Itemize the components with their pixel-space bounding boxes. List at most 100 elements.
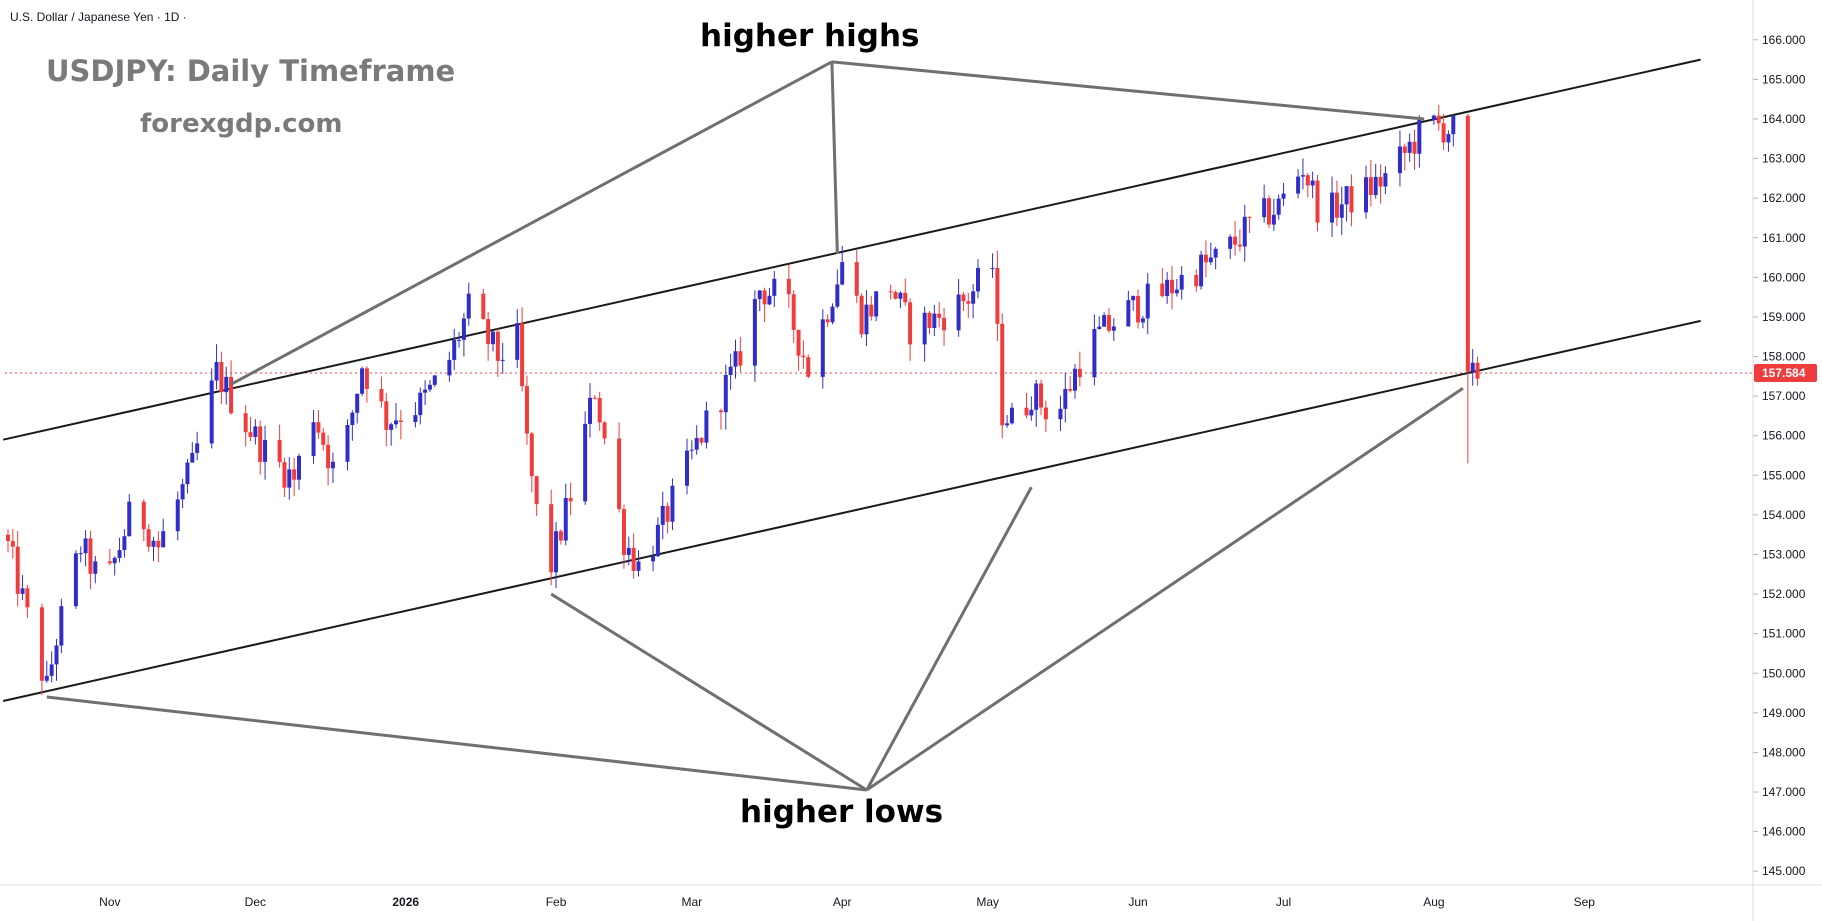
candle-body[interactable]	[801, 355, 806, 358]
candle-body[interactable]	[297, 455, 301, 480]
candle-body[interactable]	[209, 380, 214, 444]
candle-body[interactable]	[617, 438, 622, 510]
candle-body[interactable]	[345, 425, 350, 462]
candle-body[interactable]	[1242, 216, 1247, 247]
candle-body[interactable]	[830, 306, 835, 323]
candle-body[interactable]	[379, 389, 384, 402]
candle-body[interactable]	[1092, 329, 1097, 378]
candle-body[interactable]	[224, 376, 229, 393]
candle-body[interactable]	[1039, 383, 1044, 408]
candle-body[interactable]	[1073, 368, 1077, 391]
candle-body[interactable]	[1441, 123, 1446, 143]
candle-body[interactable]	[219, 361, 224, 393]
candle-body[interactable]	[699, 438, 704, 443]
candle-body[interactable]	[1063, 389, 1068, 409]
candle-body[interactable]	[20, 588, 25, 594]
candle-body[interactable]	[452, 339, 457, 360]
candle-body[interactable]	[1344, 186, 1349, 205]
candle-body[interactable]	[597, 397, 602, 423]
candle-body[interactable]	[1009, 407, 1014, 424]
candle-body[interactable]	[195, 443, 200, 453]
candle-body[interactable]	[258, 426, 263, 462]
candle-body[interactable]	[665, 505, 670, 522]
candle-body[interactable]	[592, 397, 597, 399]
candle-body[interactable]	[772, 278, 777, 296]
candle-body[interactable]	[355, 393, 360, 413]
candle-body[interactable]	[73, 553, 78, 607]
candle-body[interactable]	[151, 540, 156, 547]
candle-body[interactable]	[660, 505, 665, 525]
candle-body[interactable]	[1334, 192, 1339, 218]
symbol-title[interactable]: U.S. Dollar / Japanese Yen · 1D ·	[10, 10, 187, 24]
candle-body[interactable]	[932, 313, 937, 328]
candle-body[interactable]	[93, 561, 98, 574]
candle-body[interactable]	[263, 439, 268, 462]
candle-body[interactable]	[670, 485, 675, 522]
candle-body[interactable]	[1330, 192, 1335, 223]
candle-body[interactable]	[54, 645, 59, 665]
candle-body[interactable]	[1475, 362, 1480, 379]
candle-body[interactable]	[1179, 274, 1184, 290]
candle-body[interactable]	[311, 422, 316, 456]
candle-body[interactable]	[1140, 318, 1145, 323]
candle-body[interactable]	[1364, 177, 1368, 213]
candle-body[interactable]	[394, 420, 398, 425]
candle-body[interactable]	[461, 318, 466, 340]
candle-body[interactable]	[1029, 409, 1034, 416]
candle-body[interactable]	[1174, 289, 1179, 294]
candle-body[interactable]	[689, 449, 694, 451]
candle-body[interactable]	[1126, 300, 1131, 327]
candle-body[interactable]	[59, 606, 64, 646]
candle-body[interactable]	[922, 312, 927, 345]
candle-body[interactable]	[1203, 254, 1208, 263]
candle-body[interactable]	[976, 267, 980, 292]
candle-body[interactable]	[869, 304, 874, 317]
candle-body[interactable]	[39, 607, 44, 681]
candle-body[interactable]	[44, 675, 49, 681]
candle-body[interactable]	[418, 392, 423, 416]
candle-body[interactable]	[520, 323, 525, 387]
candle-body[interactable]	[1145, 283, 1150, 319]
candle-body[interactable]	[937, 313, 942, 318]
candle-body[interactable]	[15, 546, 20, 594]
candle-body[interactable]	[175, 499, 180, 532]
candle-body[interactable]	[1136, 295, 1141, 323]
candle-body[interactable]	[243, 413, 248, 433]
candle-body[interactable]	[583, 423, 588, 502]
candle-body[interactable]	[621, 509, 626, 555]
candle-body[interactable]	[413, 415, 418, 423]
candle-body[interactable]	[825, 319, 830, 323]
candle-body[interactable]	[990, 267, 995, 269]
candle-body[interactable]	[1465, 115, 1470, 372]
candle-body[interactable]	[190, 452, 195, 463]
candle-body[interactable]	[1111, 326, 1116, 331]
candle-body[interactable]	[423, 389, 428, 393]
candle-body[interactable]	[903, 292, 908, 303]
candle-body[interactable]	[287, 469, 292, 488]
candle-body[interactable]	[330, 461, 335, 469]
candle-body[interactable]	[1233, 236, 1238, 245]
candle-body[interactable]	[694, 438, 699, 450]
candle-body[interactable]	[180, 484, 185, 500]
candle-body[interactable]	[1397, 146, 1402, 174]
candle-body[interactable]	[427, 384, 432, 390]
candle-body[interactable]	[966, 301, 971, 304]
candle-body[interactable]	[466, 293, 471, 319]
candle-body[interactable]	[554, 531, 559, 573]
candle-body[interactable]	[282, 462, 287, 488]
candle-body[interactable]	[292, 469, 297, 480]
candle-body[interactable]	[762, 290, 767, 305]
candle-body[interactable]	[49, 664, 54, 676]
candle-body[interactable]	[529, 433, 534, 477]
candle-body[interactable]	[995, 267, 1000, 324]
candle-body[interactable]	[185, 462, 190, 485]
candle-body[interactable]	[432, 375, 437, 385]
candle-body[interactable]	[859, 295, 864, 335]
candle-body[interactable]	[1407, 141, 1412, 153]
candle-body[interactable]	[1077, 368, 1082, 378]
candle-body[interactable]	[1296, 176, 1301, 194]
candle-body[interactable]	[888, 291, 893, 293]
candle-body[interactable]	[481, 293, 486, 320]
candle-body[interactable]	[1446, 134, 1451, 143]
candle-body[interactable]	[107, 561, 112, 564]
